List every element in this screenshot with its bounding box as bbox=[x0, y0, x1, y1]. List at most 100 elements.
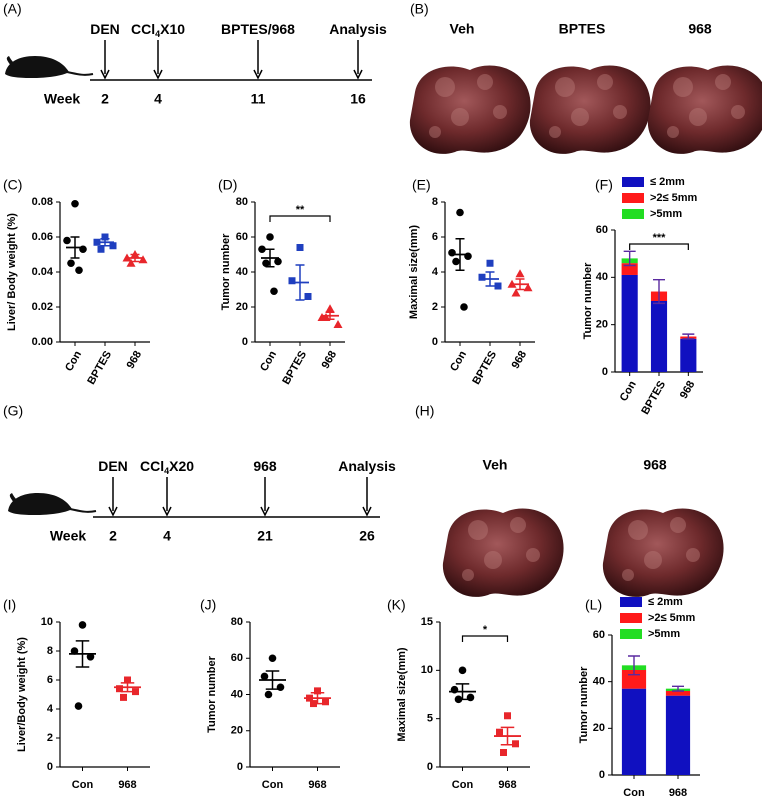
y-tick-label: 8 bbox=[47, 645, 53, 657]
liver-nodule bbox=[435, 77, 455, 97]
week-number: 16 bbox=[350, 91, 366, 107]
x-tick-label: Con bbox=[452, 779, 474, 791]
y-tick-label: 0.06 bbox=[32, 231, 53, 243]
x-tick-label: 968 bbox=[678, 379, 698, 401]
data-point bbox=[464, 252, 472, 261]
liver-nodule bbox=[731, 105, 745, 119]
data-point bbox=[124, 676, 131, 684]
photo-label: Veh bbox=[450, 21, 475, 37]
data-point bbox=[75, 266, 83, 275]
liver-nodule bbox=[510, 517, 526, 533]
mouse-icon bbox=[5, 56, 94, 78]
liver-nodule bbox=[613, 105, 627, 119]
data-point bbox=[126, 258, 136, 267]
legend-label: ≤ 2mm bbox=[648, 596, 683, 608]
data-point bbox=[304, 293, 312, 300]
panel-label: (D) bbox=[218, 177, 237, 193]
x-tick-label: 968 bbox=[498, 779, 516, 791]
x-tick-label: 968 bbox=[118, 779, 136, 791]
bar-segment bbox=[621, 263, 638, 275]
liver-photo bbox=[529, 65, 651, 154]
legend-swatch bbox=[620, 597, 642, 607]
photo-label: 968 bbox=[643, 457, 667, 473]
liver-nodule bbox=[689, 108, 707, 126]
y-tick-label: 0 bbox=[47, 761, 53, 773]
x-tick-label: Con bbox=[72, 779, 94, 791]
legend-swatch bbox=[620, 629, 642, 639]
x-tick-label: 968 bbox=[308, 779, 326, 791]
x-tick-label: 968 bbox=[510, 349, 530, 371]
sem-bar bbox=[70, 236, 80, 259]
liver-nodule bbox=[451, 108, 469, 126]
event-subscript: 4 bbox=[155, 29, 160, 39]
x-tick-label: Con bbox=[618, 379, 639, 404]
legend-label: >2≤ 5mm bbox=[648, 612, 696, 624]
x-tick-label: Con bbox=[63, 349, 84, 374]
x-tick-label: BPTES bbox=[470, 349, 499, 387]
data-point bbox=[97, 245, 105, 253]
liver-nodule bbox=[667, 126, 679, 138]
data-point bbox=[523, 283, 533, 292]
liver-nodule bbox=[628, 520, 648, 540]
mouse-icon bbox=[8, 493, 97, 515]
data-point bbox=[71, 199, 79, 208]
event-label: CCl4X10 bbox=[131, 21, 185, 40]
arrow-head bbox=[153, 69, 163, 80]
y-tick-label: 20 bbox=[236, 301, 248, 313]
liver-nodule bbox=[462, 569, 474, 581]
data-point bbox=[116, 685, 123, 693]
data-point bbox=[276, 683, 285, 692]
event-text: Analysis bbox=[329, 21, 387, 37]
week-label: Week bbox=[44, 91, 81, 107]
y-tick-label: 60 bbox=[236, 231, 248, 243]
panel-label: (F) bbox=[595, 177, 613, 193]
significance-label: * bbox=[483, 624, 488, 636]
sem-bar bbox=[500, 726, 515, 746]
panel-label: (K) bbox=[387, 597, 406, 613]
liver-nodule bbox=[670, 517, 686, 533]
y-tick-label: 20 bbox=[593, 722, 605, 734]
mouse-tail bbox=[69, 508, 97, 513]
y-axis-label: Liver/ Body weight (%) bbox=[6, 213, 18, 331]
event-text: CCl bbox=[140, 458, 164, 474]
y-tick-label: 10 bbox=[41, 616, 53, 628]
y-axis-label: Tumor number bbox=[578, 666, 590, 744]
mouse-tail bbox=[66, 71, 94, 76]
liver-nodule bbox=[715, 74, 731, 90]
data-point bbox=[504, 712, 511, 720]
data-point bbox=[515, 269, 525, 278]
event-text: 968 bbox=[253, 458, 277, 474]
event-suffix: X10 bbox=[160, 21, 185, 37]
data-point bbox=[120, 693, 127, 701]
event-label: CCl4X20 bbox=[140, 458, 194, 477]
y-tick-label: 0.08 bbox=[32, 196, 53, 208]
y-tick-label: 0.04 bbox=[32, 266, 54, 278]
week-number: 11 bbox=[251, 91, 266, 107]
mouse-body bbox=[5, 56, 69, 78]
bar-segment bbox=[621, 274, 638, 372]
event-label: DEN bbox=[98, 458, 128, 474]
y-tick-label: 40 bbox=[593, 676, 605, 688]
panel-label: (L) bbox=[585, 597, 602, 613]
event-text: Analysis bbox=[338, 458, 396, 474]
week-number: 2 bbox=[109, 528, 117, 544]
liver-nodule bbox=[622, 569, 634, 581]
y-axis-label: Tumor number bbox=[582, 262, 594, 340]
data-point bbox=[460, 303, 468, 311]
data-point bbox=[270, 287, 278, 296]
week-number: 2 bbox=[101, 91, 109, 107]
data-point bbox=[67, 259, 75, 268]
y-axis-label: Tumor number bbox=[220, 233, 232, 311]
significance-bracket bbox=[629, 243, 689, 250]
data-point bbox=[288, 277, 296, 285]
sem-bar bbox=[265, 670, 280, 690]
y-axis-label: Maximal size(mm) bbox=[408, 225, 420, 319]
sem-bar bbox=[75, 640, 90, 668]
x-tick-label: Con bbox=[623, 787, 645, 797]
legend-swatch bbox=[620, 613, 642, 623]
data-point bbox=[452, 257, 460, 266]
y-tick-label: 60 bbox=[593, 629, 605, 641]
legend-swatch bbox=[622, 193, 644, 203]
y-tick-label: 10 bbox=[421, 664, 433, 676]
arrow-head bbox=[162, 506, 172, 517]
